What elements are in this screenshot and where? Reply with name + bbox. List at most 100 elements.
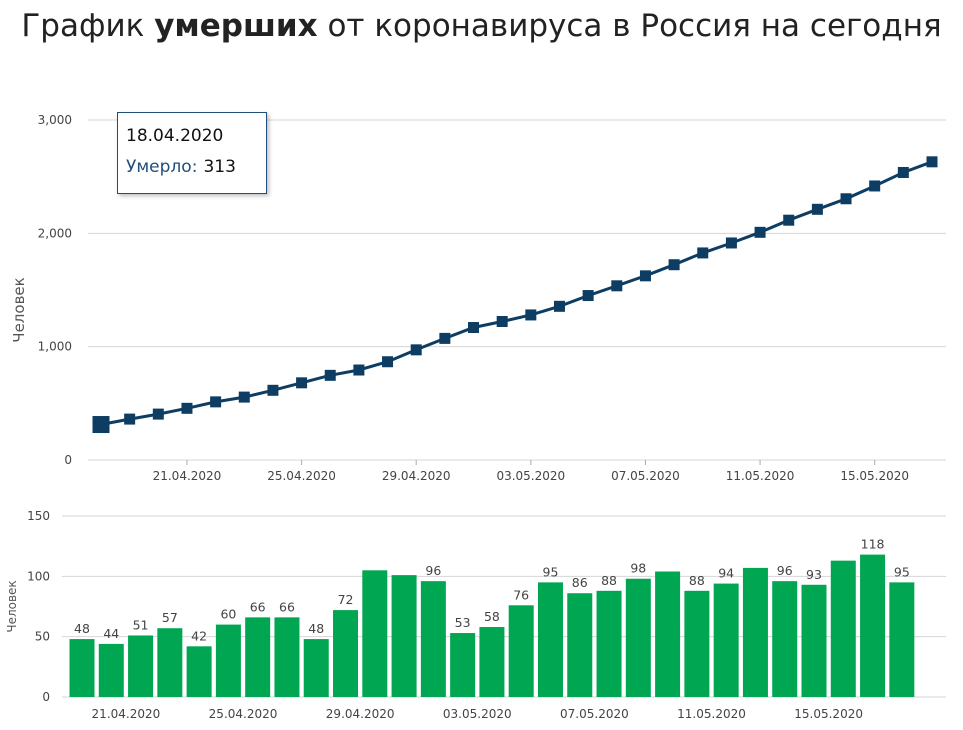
bar-chart-data-label: 93 <box>806 567 822 582</box>
bar-chart-data-label: 96 <box>425 563 441 578</box>
line-chart-point <box>382 356 394 368</box>
line-chart-point <box>496 316 508 328</box>
line-chart-point <box>783 214 795 226</box>
line-chart-point <box>296 377 308 389</box>
bar-chart-data-label: 72 <box>338 592 354 607</box>
bar-chart-data-label: 51 <box>133 617 149 632</box>
line-chart-point <box>553 300 565 312</box>
bar-chart-bar <box>245 617 271 697</box>
line-chart-y-tick-label: 0 <box>64 453 72 467</box>
bar-chart-bar <box>303 639 329 697</box>
line-chart-point <box>353 364 365 376</box>
bar-chart-x-tick-label: 07.05.2020 <box>560 707 629 721</box>
tooltip-row: Умерло: 313 <box>126 156 266 178</box>
bar-chart-bar <box>274 617 300 697</box>
bar-chart-data-label: 48 <box>74 621 90 636</box>
bar-chart-data-label: 44 <box>103 626 119 641</box>
line-chart-x-tick-label: 29.04.2020 <box>382 469 451 483</box>
bar-chart-y-tick-label: 100 <box>27 569 50 583</box>
bar-chart-bar <box>450 633 476 697</box>
line-chart-point <box>869 180 881 192</box>
bar-chart-data-label: 42 <box>191 628 207 643</box>
tooltip-value: 313 <box>203 157 236 177</box>
line-chart-point <box>525 309 537 321</box>
line-chart-y-tick-label: 1,000 <box>38 340 72 354</box>
bar-chart-data-label: 76 <box>513 587 529 602</box>
line-chart-point <box>410 344 422 356</box>
bar-chart-bar <box>860 554 886 697</box>
line-chart-point <box>210 396 222 408</box>
line-chart-point <box>324 369 336 381</box>
bar-chart-bar <box>684 590 710 697</box>
line-chart-x-tick-label: 21.04.2020 <box>153 469 222 483</box>
title-prefix: График <box>21 8 155 44</box>
line-chart-point <box>725 237 737 249</box>
line-chart-point <box>926 156 938 168</box>
line-chart-point <box>238 391 250 403</box>
line-chart-point <box>754 226 766 238</box>
line-chart-y-tick-label: 3,000 <box>38 113 72 127</box>
line-chart-x-tick-label: 25.04.2020 <box>267 469 336 483</box>
line-chart-point <box>439 332 451 344</box>
bar-chart-bar <box>596 590 622 697</box>
bar-chart-bar <box>333 610 359 697</box>
line-chart-point <box>611 280 623 292</box>
line-chart-x-tick-label: 15.05.2020 <box>840 469 909 483</box>
bar-chart-data-label: 94 <box>718 566 734 581</box>
tooltip-date: 18.04.2020 <box>126 126 224 146</box>
bar-chart-data-label: 88 <box>601 573 617 588</box>
line-chart-point <box>582 290 594 302</box>
bar-chart-data-label: 53 <box>455 615 471 630</box>
line-chart-point <box>181 402 193 414</box>
bar-chart-bar <box>391 575 417 697</box>
line-chart-y-axis-label: Человек <box>10 277 28 342</box>
line-chart-point <box>639 270 651 282</box>
page-title: График умерших от коронавируса в Россия … <box>0 4 963 48</box>
bar-chart-data-label: 66 <box>250 599 266 614</box>
line-chart-point <box>897 166 909 178</box>
line-chart-point <box>668 259 680 271</box>
bar-chart-x-tick-label: 25.04.2020 <box>209 707 278 721</box>
line-chart-point <box>92 416 110 434</box>
bar-chart-bar <box>772 581 798 697</box>
bar-chart-bar <box>801 584 827 697</box>
bar-chart-y-tick-label: 150 <box>27 509 50 523</box>
bar-chart-bar <box>655 571 681 697</box>
line-chart-x-tick-label: 11.05.2020 <box>726 469 795 483</box>
bar-chart-data-label: 66 <box>279 599 295 614</box>
bar-chart-bar <box>479 627 505 697</box>
bar-chart-bar <box>215 624 241 697</box>
bar-chart-x-tick-label: 15.05.2020 <box>794 707 863 721</box>
line-chart-point <box>811 203 823 215</box>
bar-chart-x-tick-label: 11.05.2020 <box>677 707 746 721</box>
line-chart-point <box>468 322 480 334</box>
line-chart-x-tick-label: 03.05.2020 <box>496 469 565 483</box>
bar-chart-bar <box>157 628 183 697</box>
bar-chart-bar <box>537 582 563 697</box>
line-chart-point <box>267 384 279 396</box>
bar-chart-bar <box>362 570 388 697</box>
bar-chart-bar <box>420 581 446 697</box>
bar-chart-bar <box>889 582 915 697</box>
bar-chart-y-tick-label: 0 <box>42 690 50 704</box>
tooltip-label: Умерло: <box>126 157 198 177</box>
line-chart-point <box>840 193 852 205</box>
bar-chart-bar <box>713 583 739 697</box>
line-chart-x-tick-label: 07.05.2020 <box>611 469 680 483</box>
bar-chart-y-tick-label: 50 <box>35 630 50 644</box>
bar-chart-data-label: 57 <box>162 610 178 625</box>
bar-chart-bar <box>830 560 856 697</box>
cumulative-deaths-line-chart: 0 1,000 2,000 3,000 Человек 21.04.2020 25.04.2… <box>10 113 946 483</box>
bar-chart-data-label: 60 <box>220 607 236 622</box>
bar-chart-data-label: 58 <box>484 609 500 624</box>
bar-chart-bar <box>742 567 768 697</box>
bar-chart-x-tick-label: 03.05.2020 <box>443 707 512 721</box>
bar-chart-bar <box>567 593 593 697</box>
bar-chart-x-tick-label: 29.04.2020 <box>326 707 395 721</box>
bar-chart-y-axis-label: Человек <box>5 580 19 632</box>
bar-chart-data-label: 48 <box>308 621 324 636</box>
bar-chart-data-label: 95 <box>894 564 910 579</box>
bar-chart-bar <box>186 646 212 697</box>
line-chart-point <box>697 247 709 259</box>
